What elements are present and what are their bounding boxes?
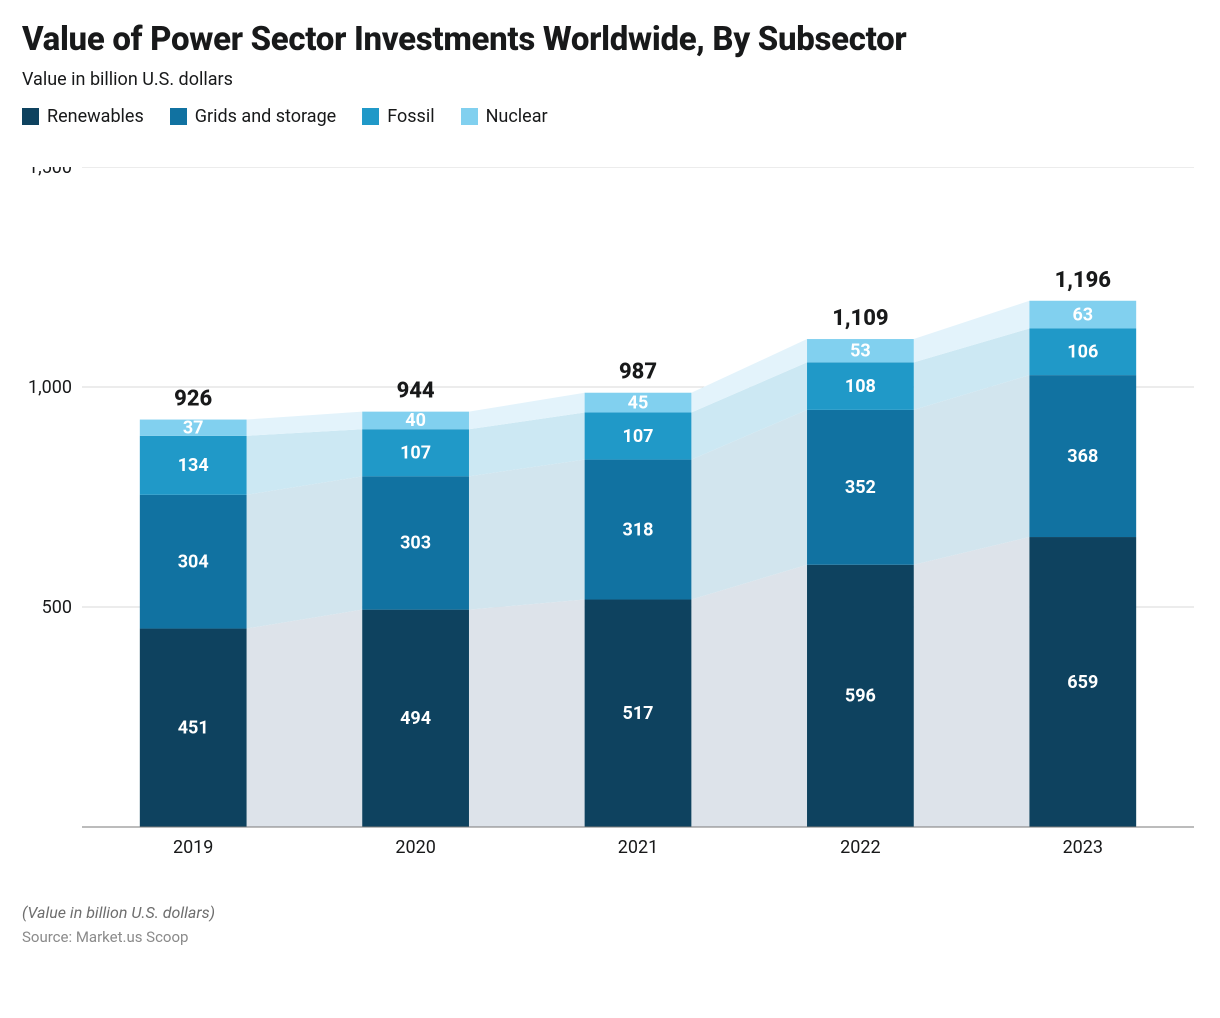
x-label-2019: 2019 (173, 837, 213, 858)
bar-label-2019-renewables: 451 (178, 718, 209, 739)
bar-label-2023-nuclear: 63 (1072, 304, 1093, 325)
legend-swatch-grids (170, 108, 187, 125)
bar-label-2022-grids: 352 (845, 477, 876, 498)
bar-label-2023-fossil: 106 (1067, 342, 1098, 363)
legend-item-fossil: Fossil (362, 106, 434, 127)
bar-label-2022-renewables: 596 (845, 686, 876, 707)
source-line: Source: Market.us Scoop (22, 928, 1198, 946)
footnote: (Value in billion U.S. dollars) (22, 903, 1198, 922)
chart-area: 451 304 134 37 926 494 303 107 40 944 517 318 107 45 9… (22, 167, 1198, 867)
bar-label-2019-nuclear: 37 (183, 417, 204, 438)
bar-label-2023-renewables: 659 (1067, 672, 1098, 693)
legend-label-renewables: Renewables (47, 106, 144, 127)
legend-label-fossil: Fossil (387, 106, 434, 127)
legend-label-grids: Grids and storage (195, 106, 336, 127)
bar-label-2020-fossil: 107 (400, 443, 431, 464)
bar-total-2021: 987 (619, 360, 657, 385)
legend-item-renewables: Renewables (22, 106, 144, 127)
y-label-1500: 1,500 (28, 167, 72, 178)
bar-label-2021-renewables: 517 (623, 703, 654, 724)
legend-label-nuclear: Nuclear (486, 106, 548, 127)
legend-swatch-fossil (362, 108, 379, 125)
legend-swatch-renewables (22, 108, 39, 125)
bar-label-2019-grids: 304 (178, 551, 209, 572)
y-label-1000: 1,000 (28, 377, 72, 398)
chart-svg: 451 304 134 37 926 494 303 107 40 944 517 318 107 45 9… (22, 167, 1198, 867)
bar-label-2022-nuclear: 53 (850, 340, 871, 361)
legend: Renewables Grids and storage Fossil Nuclear (22, 106, 1198, 127)
bar-total-2019: 926 (174, 387, 212, 412)
legend-swatch-nuclear (461, 108, 478, 125)
x-label-2023: 2023 (1063, 837, 1103, 858)
x-label-2021: 2021 (618, 837, 658, 858)
y-label-500: 500 (42, 597, 72, 618)
bar-label-2019-fossil: 134 (178, 455, 209, 476)
bar-total-2022: 1,109 (832, 306, 888, 331)
legend-item-nuclear: Nuclear (461, 106, 548, 127)
bar-label-2022-fossil: 108 (845, 376, 876, 397)
bar-total-2020: 944 (397, 379, 435, 404)
bar-total-2023: 1,196 (1055, 268, 1111, 293)
bar-label-2020-grids: 303 (400, 533, 431, 554)
bar-label-2021-fossil: 107 (623, 426, 654, 447)
bar-label-2023-grids: 368 (1067, 446, 1098, 467)
x-label-2020: 2020 (395, 837, 435, 858)
bar-label-2020-renewables: 494 (400, 708, 431, 729)
chart-title: Value of Power Sector Investments Worldw… (22, 20, 1198, 59)
bar-label-2020-nuclear: 40 (405, 410, 426, 431)
x-label-2022: 2022 (840, 837, 880, 858)
legend-item-grids: Grids and storage (170, 106, 336, 127)
bar-label-2021-nuclear: 45 (628, 392, 649, 413)
bar-label-2021-grids: 318 (623, 519, 654, 540)
chart-subtitle: Value in billion U.S. dollars (22, 69, 1198, 90)
